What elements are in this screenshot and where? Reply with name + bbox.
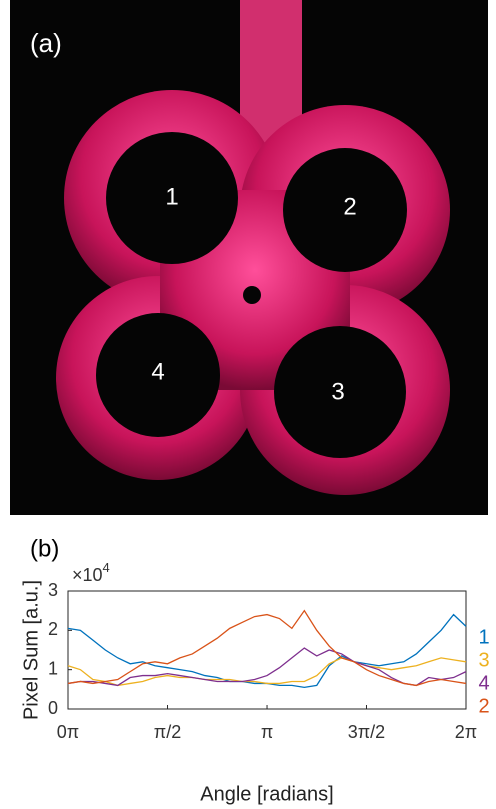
y-multiplier: ×104 xyxy=(72,560,110,584)
panel-label: (b) xyxy=(30,535,59,562)
x-tick-label: π xyxy=(261,722,273,742)
y-tick-label: 2 xyxy=(48,619,58,639)
x-tick-label: 0π xyxy=(57,722,79,742)
y-tick-label: 3 xyxy=(48,580,58,600)
multiplier-base: ×10 xyxy=(72,565,103,585)
x-axis-title: Angle [radians] xyxy=(200,783,333,805)
y-tick-label: 1 xyxy=(48,658,58,678)
photo: (a) 1 2 3 4 xyxy=(10,0,488,515)
x-tick-label: 2π xyxy=(455,722,477,742)
panel-label: (a) xyxy=(30,28,62,58)
legend-label: 1 xyxy=(478,626,489,648)
multiplier-exponent: 4 xyxy=(103,560,110,575)
legend-label: 2 xyxy=(478,695,489,717)
region-label: 1 xyxy=(165,183,178,210)
plot-area xyxy=(68,591,466,709)
region-label: 3 xyxy=(331,378,344,405)
legend-label: 4 xyxy=(478,672,489,694)
region-label: 4 xyxy=(151,358,164,385)
figure: (a) 1 2 3 4 (b) ×104 Angle [radians] Pix… xyxy=(0,0,496,809)
x-tick-label: 3π/2 xyxy=(348,722,385,742)
x-tick-label: π/2 xyxy=(154,722,181,742)
legend-label: 3 xyxy=(478,649,489,671)
y-axis-title: Pixel Sum [a.u.] xyxy=(20,580,42,720)
chart: (b) ×104 Angle [radians] Pixel Sum [a.u.… xyxy=(20,535,489,805)
region-label: 2 xyxy=(343,193,356,220)
y-tick-label: 0 xyxy=(48,698,58,718)
